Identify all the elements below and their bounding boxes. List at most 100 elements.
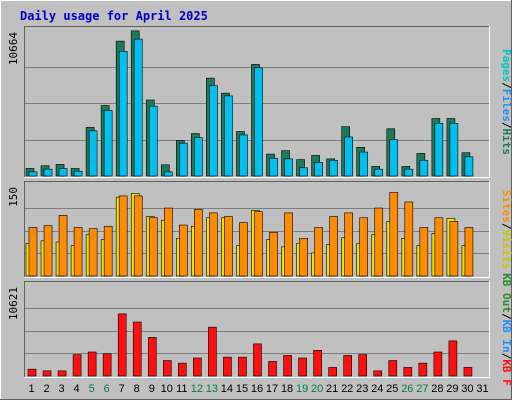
bar-files-day-23 xyxy=(359,151,369,177)
legend-part: KB Out xyxy=(500,273,512,313)
legend-part: Files xyxy=(500,89,512,122)
panel-kbytes: 10621 KB Out/KB In/KB F xyxy=(7,273,512,386)
bar-sites-day-16 xyxy=(254,211,263,277)
bar-sites-day-14 xyxy=(224,216,233,277)
y-tick-max: 10621 xyxy=(7,287,20,320)
bar-sites-day-4 xyxy=(73,227,83,277)
bar-sites-day-27 xyxy=(419,227,429,277)
x-tick-day-25: 25 xyxy=(386,383,398,395)
bar-kb-f-day-13 xyxy=(208,326,217,377)
y-tick-max: 10664 xyxy=(7,32,20,65)
bar-kb-f-day-9 xyxy=(147,337,157,377)
bar-kb-f-day-21 xyxy=(328,367,337,377)
x-tick-day-11: 11 xyxy=(176,383,187,395)
bar-kb-f-day-23 xyxy=(358,354,368,377)
bar-files-day-5 xyxy=(88,130,98,177)
bar-sites-day-28 xyxy=(434,217,444,277)
bar-kb-f-day-19 xyxy=(298,357,307,377)
x-tick-day-16: 16 xyxy=(251,383,263,395)
bar-sites-day-18 xyxy=(284,212,293,277)
chart-title: Daily usage for April 2025 xyxy=(20,9,208,23)
x-tick-day-19: 19 xyxy=(296,383,308,395)
bar-kb-f-day-12 xyxy=(193,357,202,377)
legend-hits_files: Pages/Files/Hits xyxy=(500,49,512,155)
bar-sites-day-20 xyxy=(314,227,323,277)
bar-sites-day-1 xyxy=(28,227,38,277)
bar-files-day-21 xyxy=(329,159,338,177)
x-tick-day-26: 26 xyxy=(401,383,413,395)
bar-files-day-30 xyxy=(464,156,474,177)
bar-kb-f-day-24 xyxy=(373,370,383,377)
y-tick-max: 150 xyxy=(7,187,20,207)
bar-sites-day-25 xyxy=(389,191,399,277)
bar-sites-day-24 xyxy=(374,207,384,277)
bar-files-day-26 xyxy=(404,168,414,177)
bar-kb-f-day-30 xyxy=(463,367,473,377)
bar-sites-day-5 xyxy=(88,228,98,277)
bar-kb-f-day-14 xyxy=(223,356,232,377)
bar-files-day-1 xyxy=(28,171,38,177)
legend-part: KB F xyxy=(500,359,512,386)
x-tick-day-15: 15 xyxy=(236,383,248,395)
panel-visits_sites: 150 Sites/Visits xyxy=(7,181,512,278)
bar-sites-day-3 xyxy=(58,215,68,277)
bar-sites-day-26 xyxy=(404,201,414,277)
bar-sites-day-11 xyxy=(179,224,188,277)
x-tick-day-18: 18 xyxy=(281,383,293,395)
bar-files-day-15 xyxy=(239,134,248,177)
x-tick-day-9: 9 xyxy=(149,383,155,395)
bar-files-day-13 xyxy=(209,85,218,177)
bar-sites-day-21 xyxy=(329,216,338,277)
bar-files-day-3 xyxy=(58,168,68,177)
bar-kb-f-day-17 xyxy=(268,361,277,377)
bar-sites-day-9 xyxy=(148,217,158,277)
x-tick-day-21: 21 xyxy=(326,383,338,395)
bar-kb-f-day-27 xyxy=(418,362,428,377)
bar-files-day-9 xyxy=(148,105,158,177)
x-tick-day-30: 30 xyxy=(461,383,473,395)
bar-kb-f-day-7 xyxy=(117,313,127,377)
bar-kb-f-day-20 xyxy=(313,349,322,377)
bar-kb-f-day-2 xyxy=(42,370,52,377)
legend-part: Pages xyxy=(500,49,512,82)
bar-kb-f-day-25 xyxy=(388,360,398,377)
bar-sites-day-7 xyxy=(118,195,128,277)
bar-kb-f-day-10 xyxy=(162,360,172,377)
legend-part: / xyxy=(500,122,512,129)
bar-files-day-11 xyxy=(179,142,188,177)
bar-files-day-2 xyxy=(43,168,53,177)
x-tick-day-7: 7 xyxy=(119,383,125,395)
legend-part: KB In xyxy=(500,320,512,353)
x-tick-day-13: 13 xyxy=(206,383,218,395)
bar-sites-day-22 xyxy=(344,212,353,277)
x-tick-day-6: 6 xyxy=(104,383,110,395)
x-tick-day-27: 27 xyxy=(416,383,428,395)
x-tick-day-28: 28 xyxy=(431,383,443,395)
x-tick-day-5: 5 xyxy=(89,383,95,395)
x-tick-day-22: 22 xyxy=(341,383,353,395)
x-tick-day-10: 10 xyxy=(161,383,173,395)
bar-sites-day-29 xyxy=(449,221,459,277)
x-tick-day-4: 4 xyxy=(74,383,80,395)
x-tick-day-23: 23 xyxy=(356,383,368,395)
bar-files-day-4 xyxy=(73,170,83,177)
legend-part: / xyxy=(500,353,512,360)
x-tick-day-20: 20 xyxy=(311,383,323,395)
bar-sites-day-12 xyxy=(194,208,203,277)
legend-part: Hits xyxy=(500,129,512,156)
bar-sites-day-30 xyxy=(464,227,474,277)
x-tick-day-14: 14 xyxy=(221,383,233,395)
bar-sites-day-13 xyxy=(209,212,218,277)
bar-kb-f-day-8 xyxy=(132,321,142,377)
bar-files-day-8 xyxy=(133,38,143,177)
bar-files-day-22 xyxy=(344,136,353,177)
bar-files-day-28 xyxy=(434,122,444,177)
legend-kbytes: KB Out/KB In/KB F xyxy=(500,273,512,386)
bar-files-day-16 xyxy=(254,67,263,177)
x-tick-day-24: 24 xyxy=(371,383,383,395)
x-tick-day-3: 3 xyxy=(59,383,65,395)
bar-kb-f-day-5 xyxy=(87,351,97,377)
